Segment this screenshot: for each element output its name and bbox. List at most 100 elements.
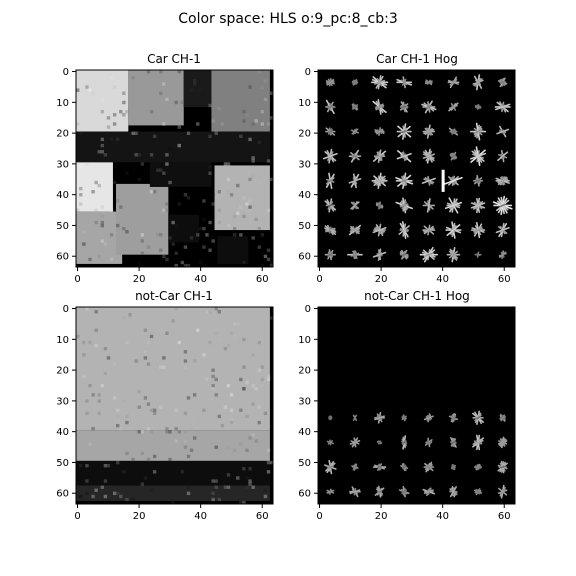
image-pixel (236, 322, 240, 326)
image-pixel (217, 310, 221, 314)
image-pixel (217, 414, 221, 419)
image-pixel (165, 162, 169, 166)
hog-gradient-line (352, 105, 358, 109)
image-pixel (254, 439, 258, 443)
image-pixel (88, 442, 92, 446)
hog-gradient-line (349, 489, 361, 495)
image-pixel (242, 260, 246, 265)
image-pixel (122, 316, 126, 320)
hog-gradient-line (451, 441, 456, 444)
hog-gradient-line (496, 128, 510, 135)
figure-suptitle: Color space: HLS o:9_pc:8_cb:3 (178, 11, 398, 27)
image-pixel (100, 97, 105, 102)
hog-gradient-line (423, 489, 434, 495)
hog-gradient-line (475, 179, 481, 183)
image-pixel (254, 217, 258, 222)
image-pixel (208, 220, 212, 225)
image-pixel (140, 239, 145, 243)
image-pixel (162, 122, 166, 126)
image-pixel (174, 307, 178, 311)
panel-notcar-ch1: not-Car CH-1 0 20 40 60 0 10 20 30 40 50 60 (56, 289, 274, 522)
image-pixel (94, 343, 98, 348)
image-pixel (229, 393, 234, 397)
hog-gradient-line (327, 130, 333, 134)
hog-gradient-line (449, 78, 458, 86)
image-pixel (116, 460, 120, 465)
image-pixel (236, 140, 240, 145)
image-pixel (91, 494, 95, 499)
image-pixel (226, 177, 231, 182)
hog-gradient-line (327, 440, 333, 445)
image-pixel (88, 257, 92, 262)
image-pixel (251, 122, 255, 126)
image-pixel (152, 411, 157, 416)
image-pixel (85, 399, 89, 403)
image-pixel (134, 131, 138, 135)
image-pixel (174, 263, 178, 268)
image-pixel (186, 454, 191, 459)
hog-gradient-line (424, 80, 433, 85)
image-pixel (186, 396, 191, 400)
image-pixel (211, 491, 215, 496)
image-pixel (211, 119, 215, 123)
image-pixel (205, 310, 209, 314)
image-pixel (125, 230, 129, 234)
image-pixel (94, 180, 98, 185)
image-pixel (251, 485, 255, 489)
image-pixel (263, 97, 268, 102)
image-pixel (260, 263, 265, 268)
hog-gradient-line (497, 178, 509, 184)
image-pixel (174, 251, 178, 255)
image-pixel (242, 119, 246, 123)
image-pixel (232, 322, 237, 326)
image-pixel (260, 85, 265, 89)
image-pixel (85, 162, 89, 166)
image-pixel (85, 479, 89, 483)
image-pixel (208, 103, 212, 108)
image-pixel (122, 91, 126, 95)
image-pixel (100, 150, 105, 154)
hog-gradient-line (425, 440, 432, 445)
hog-gradient-line (326, 489, 335, 494)
image-pixel (137, 390, 141, 394)
axes-frame (75, 69, 274, 268)
image-pixel (149, 110, 154, 114)
image-pixel (76, 334, 80, 339)
image-pixel (168, 316, 172, 320)
image-pixel (196, 420, 200, 425)
image-pixel (109, 137, 114, 142)
image-pixel (189, 448, 194, 452)
y-tick-label: 40 (298, 427, 311, 438)
image-pixel (257, 70, 261, 74)
hog-gradient-line (349, 439, 361, 445)
image-pixel (269, 460, 274, 465)
hog-gradient-line (372, 251, 387, 258)
image-pixel (171, 220, 175, 225)
hog-gradient-line (325, 227, 336, 233)
hog-gradient-line (326, 80, 335, 85)
image-pixel (100, 223, 105, 228)
image-pixel (229, 417, 234, 422)
image-pixel (189, 236, 194, 240)
x-tick-label: 20 (375, 511, 388, 522)
image-pixel (146, 457, 151, 462)
image-region (76, 70, 129, 132)
image-pixel (180, 260, 185, 265)
image-pixel (152, 134, 157, 139)
image-pixel (251, 156, 255, 160)
image-pixel (100, 220, 105, 225)
image-pixel (177, 202, 181, 206)
image-pixel (214, 377, 218, 382)
image-pixel (186, 491, 191, 496)
image-pixel (269, 116, 274, 120)
y-tick-label: 30 (56, 396, 69, 407)
hog-gradient-line (401, 130, 407, 133)
image-pixel (208, 165, 212, 169)
image-pixel (149, 190, 154, 194)
image-pixel (162, 208, 166, 212)
image-pixel (242, 387, 246, 391)
image-pixel (159, 233, 163, 237)
image-pixel (174, 427, 178, 431)
image-pixel (125, 414, 129, 419)
image-pixel (122, 399, 126, 403)
